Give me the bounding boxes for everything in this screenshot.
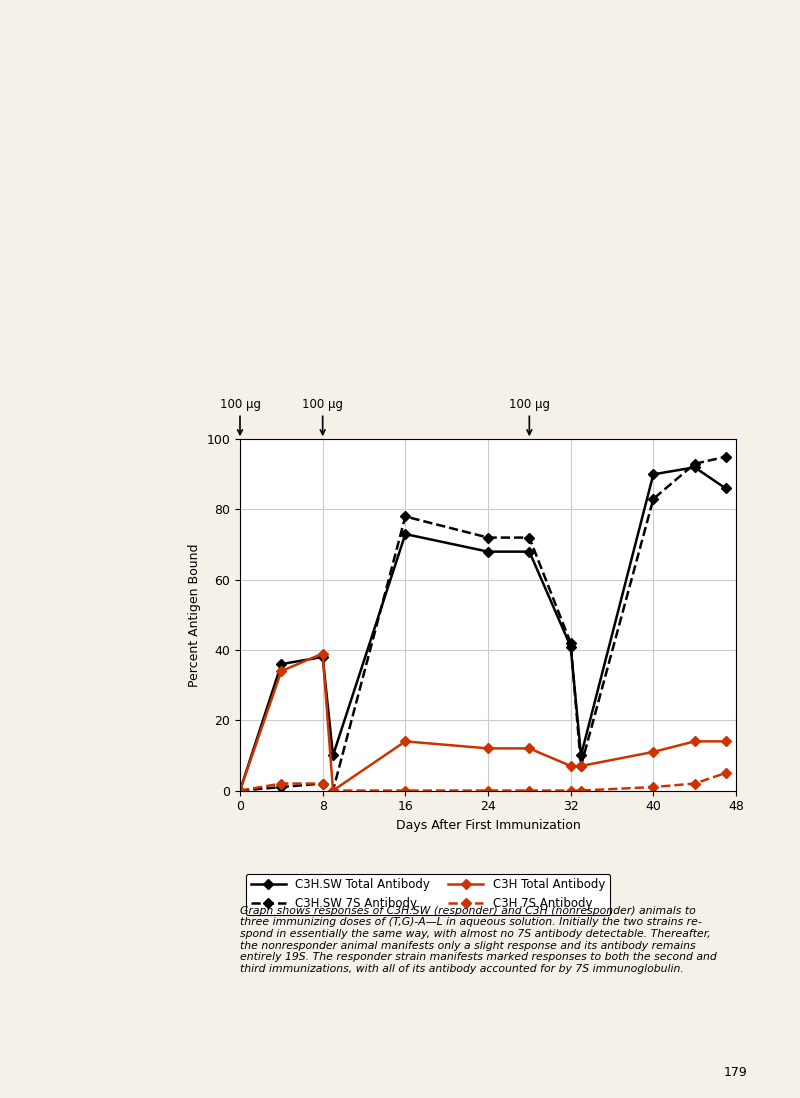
Text: 100 μg: 100 μg [219,397,261,435]
Legend: C3H.SW Total Antibody, C3H.SW 7S Antibody, C3H Total Antibody, C3H 7S Antibody: C3H.SW Total Antibody, C3H.SW 7S Antibod… [246,874,610,915]
Text: Graph shows responses of C3H.SW (responder) and C3H (nonresponder) animals to
th: Graph shows responses of C3H.SW (respond… [240,906,717,974]
Text: 100 μg: 100 μg [509,397,550,435]
X-axis label: Days After First Immunization: Days After First Immunization [396,819,580,832]
Y-axis label: Percent Antigen Bound: Percent Antigen Bound [188,544,201,686]
Text: 179: 179 [724,1066,748,1079]
Text: 100 μg: 100 μg [302,397,343,435]
